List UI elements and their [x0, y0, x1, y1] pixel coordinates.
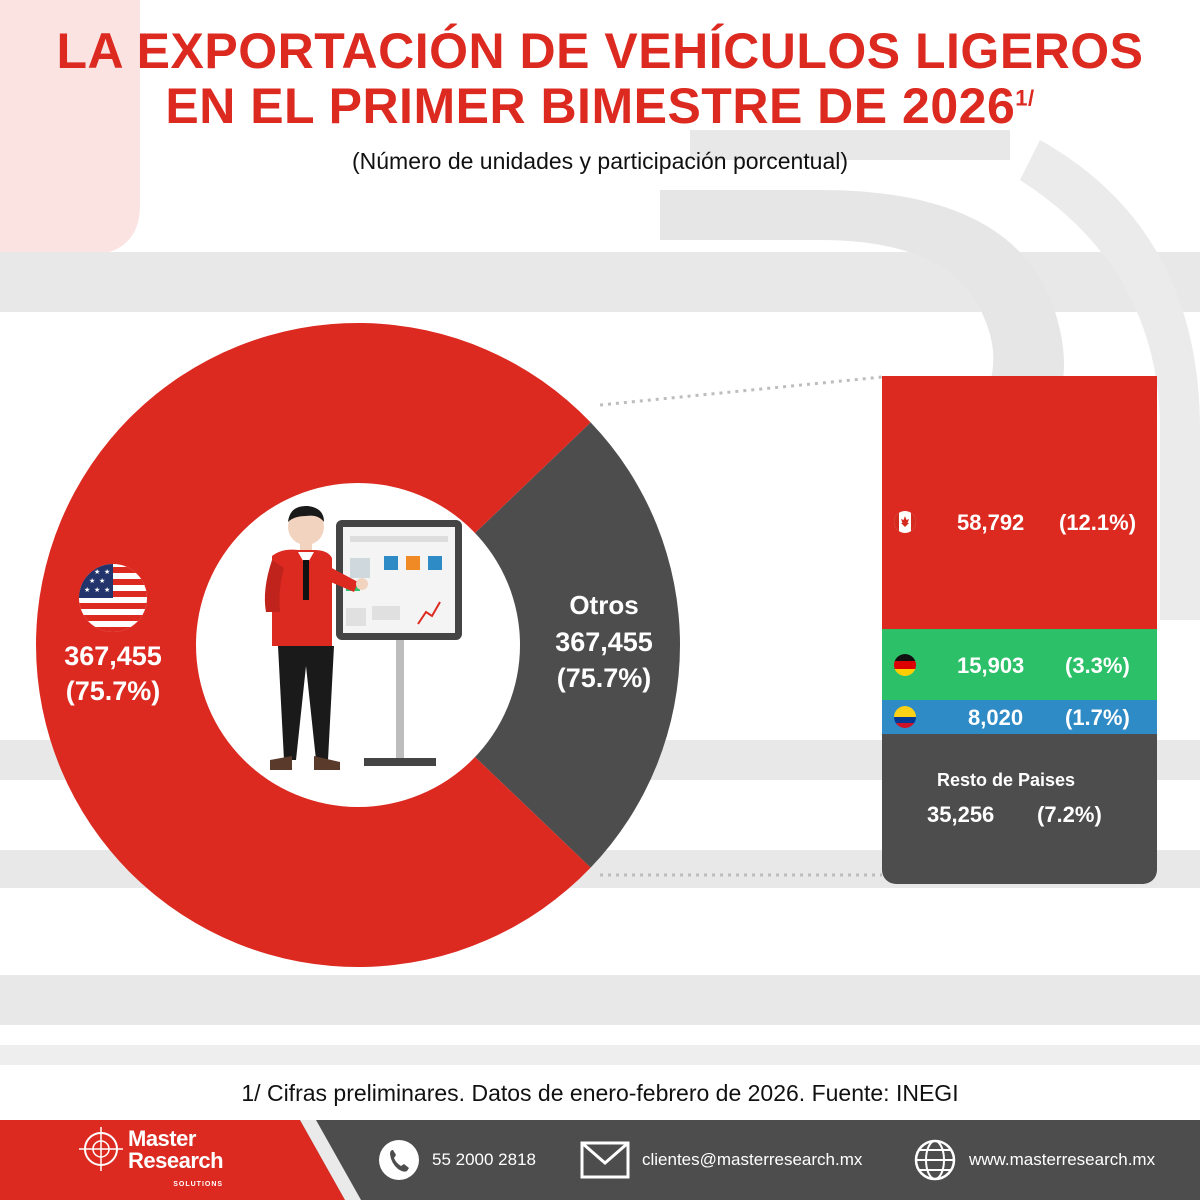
svg-text:★: ★: [99, 577, 105, 585]
chart-title: LA EXPORTACIÓN DE VEHÍCULOS LIGEROS EN E…: [0, 24, 1200, 134]
svg-text:★: ★: [94, 586, 100, 594]
brand-logo: Master Research SOLUTIONS: [128, 1126, 224, 1196]
germany-percent: (3.3%): [1065, 653, 1130, 678]
canada-percent: (12.1%): [1059, 510, 1137, 535]
website-url: www.masterresearch.mx: [969, 1150, 1156, 1169]
breakdown-germany: 15,903 (3.3%): [882, 629, 1157, 700]
breakdown-panel: 58,792 (12.1%) 15,903 (3.3%) 8,020 (1.7%…: [882, 376, 1157, 884]
breakdown-resto: Resto de Paises 35,256 (7.2%): [882, 734, 1157, 884]
envelope-icon: [580, 1141, 630, 1179]
otros-value-label: 367,455: [555, 627, 653, 657]
chart-subtitle: (Número de unidades y participación porc…: [351, 148, 849, 174]
contact-website[interactable]: www.masterresearch.mx: [913, 1138, 1155, 1182]
germany-flag-icon: [894, 654, 916, 676]
usa-value-label: 367,455: [64, 641, 162, 671]
usa-percent-label: (75.7%): [66, 676, 161, 706]
canada-value: 58,792: [957, 510, 1025, 535]
title-line-2: EN EL PRIMER BIMESTRE DE 2026: [165, 78, 1016, 134]
title-footnote-mark: 1/: [1015, 85, 1035, 111]
email-address: clientes@masterresearch.mx: [642, 1150, 863, 1169]
svg-text:★: ★: [94, 568, 100, 576]
presenter-illustration: [264, 505, 462, 770]
source-footnote: 1/ Cifras preliminares. Datos de enero-f…: [241, 1080, 959, 1106]
breakdown-colombia: 8,020 (1.7%): [882, 700, 1157, 734]
phone-number: 55 2000 2818: [432, 1150, 536, 1169]
brand-line-1: Master: [128, 1126, 196, 1151]
usa-flag-icon: ★★★ ★★ ★★★: [79, 564, 147, 632]
globe-icon: [914, 1139, 956, 1181]
resto-label: Resto de Paises: [936, 770, 1076, 790]
colombia-value: 8,020: [968, 705, 1024, 730]
title-line-1: LA EXPORTACIÓN DE VEHÍCULOS LIGEROS: [56, 23, 1144, 79]
svg-text:★: ★: [89, 577, 95, 585]
canada-flag-icon: [894, 511, 916, 533]
otros-name-label: Otros: [569, 590, 638, 620]
breakdown-canada: 58,792 (12.1%): [882, 376, 1157, 629]
contact-phone[interactable]: 55 2000 2818: [378, 1138, 536, 1182]
brand-line-3: SOLUTIONS: [173, 1181, 224, 1188]
phone-icon: [379, 1140, 419, 1180]
crosshair-logo-icon: [79, 1127, 123, 1171]
svg-text:★: ★: [104, 568, 110, 576]
otros-percent-label: (75.7%): [557, 663, 652, 693]
svg-text:★: ★: [84, 586, 90, 594]
contact-email[interactable]: clientes@masterresearch.mx: [580, 1138, 862, 1182]
resto-value: 35,256: [927, 802, 995, 827]
colombia-percent: (1.7%): [1065, 705, 1130, 730]
resto-percent: (7.2%): [1037, 802, 1102, 827]
colombia-flag-icon: [894, 706, 916, 728]
brand-line-2: Research: [128, 1148, 224, 1173]
germany-value: 15,903: [957, 653, 1025, 678]
svg-text:★: ★: [104, 586, 110, 594]
connector-line-top: [599, 375, 883, 407]
